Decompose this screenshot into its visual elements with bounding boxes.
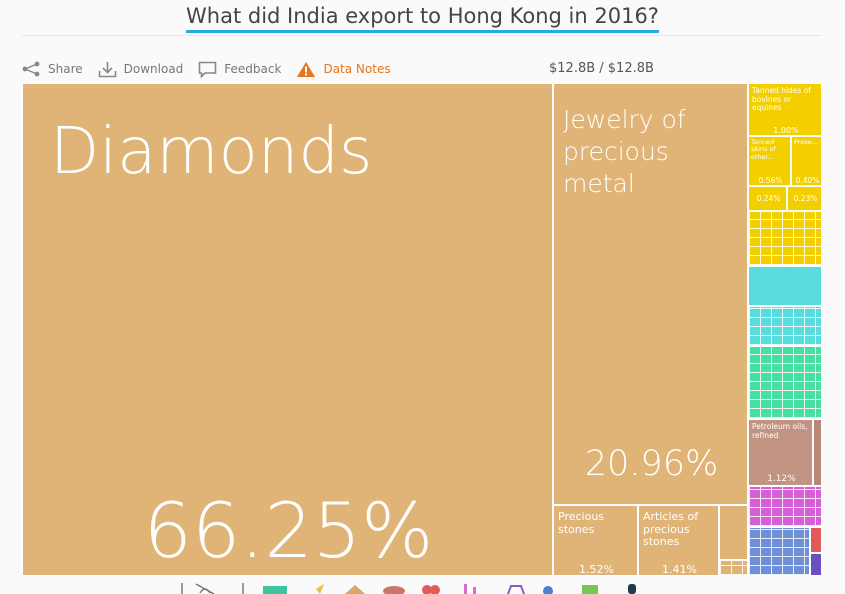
tanned-skins-pct: 0.56% — [758, 176, 783, 185]
treemap-cell-diamonds[interactable]: Diamonds 66.25% — [22, 83, 553, 576]
precious-stones-label: Precious stones — [558, 510, 605, 536]
category-bar — [0, 580, 845, 594]
treemap-cell-precious-small-mosaic[interactable] — [719, 560, 748, 576]
tanned-skins-label: Tanned skins of other... — [751, 138, 776, 161]
heart-icon[interactable] — [420, 583, 442, 594]
animal-icon[interactable] — [382, 583, 406, 594]
feedback-label: Feedback — [224, 62, 282, 76]
treemap-cell-textiles-large[interactable] — [748, 266, 822, 306]
page-title: What did India export to Hong Kong in 20… — [0, 4, 845, 33]
precious-stones-pct: 1.52% — [579, 563, 614, 576]
chair-icon[interactable] — [461, 583, 481, 594]
feedback-icon — [198, 61, 217, 78]
treemap-cell-tanned-skins[interactable]: Tanned skins of other... 0.56% — [748, 136, 791, 186]
warning-icon — [297, 61, 316, 77]
treemap-cell-other-purple[interactable] — [810, 553, 822, 576]
articles-precious-stones-pct: 1.41% — [662, 563, 697, 576]
toolbar: Share Download Feedback Data Notes — [22, 58, 406, 80]
articles-precious-stones-label: Articles of precious stones — [643, 510, 699, 549]
gear-icon[interactable] — [540, 583, 556, 594]
share-icon — [22, 61, 40, 77]
treemap-cell-mineral-small[interactable] — [813, 419, 822, 486]
feedback-button[interactable]: Feedback — [198, 61, 281, 78]
treemap-cell-prese[interactable]: Prese... 0.40% — [791, 136, 822, 186]
treemap-cell-tanned-hides[interactable]: Tanned hides of bovines or equines 1.00% — [748, 83, 822, 136]
tanned-hides-label: Tanned hides of bovines or equines — [752, 86, 811, 113]
hides-small-b-pct: 0.23% — [793, 194, 818, 203]
prese-pct: 0.40% — [795, 176, 820, 185]
treemap-cell-hides-small-b[interactable]: 0.23% — [787, 186, 822, 211]
jewelry-pct: 20.96% — [584, 444, 719, 484]
jewelry-label: Jewelry of precious metal — [563, 105, 686, 198]
treemap-cell-chemicals-mosaic[interactable] — [748, 486, 822, 527]
trade-total: $12.8B / $12.8B — [549, 61, 654, 76]
data-notes-label: Data Notes — [323, 62, 391, 76]
download-label: Download — [123, 62, 184, 76]
no-filter-icon[interactable] — [194, 583, 216, 594]
treemap-cell-articles-precious-stones[interactable]: Articles of precious stones 1.41% — [638, 505, 719, 576]
treemap-cell-hides-mosaic[interactable] — [748, 211, 822, 266]
download-button[interactable]: Download — [98, 61, 184, 78]
treemap-cell-machines-mosaic[interactable] — [748, 346, 822, 419]
treemap-cell-other-red[interactable] — [810, 527, 822, 553]
treemap-cell-jewelry[interactable]: Jewelry of precious metal 20.96% — [553, 83, 748, 505]
prese-label: Prese... — [794, 138, 818, 146]
treemap-cell-precious-small-1[interactable] — [719, 505, 748, 560]
bag-icon[interactable] — [505, 583, 527, 594]
divider-left — [181, 583, 183, 594]
treemap-cell-petroleum[interactable]: Petroleum oils, refined 1.12% — [748, 419, 813, 486]
page-title-text: What did India export to Hong Kong in 20… — [186, 4, 659, 33]
car-icon[interactable] — [262, 583, 288, 594]
treemap-cell-textiles-mosaic[interactable] — [748, 306, 822, 346]
diamonds-label: Diamonds — [50, 115, 373, 189]
title-divider — [22, 35, 822, 36]
download-icon — [98, 61, 116, 77]
treemap-cell-hides-small-a[interactable]: 0.24% — [748, 186, 787, 211]
divider-right — [242, 583, 244, 594]
treemap: Diamonds 66.25% Jewelry of precious meta… — [22, 83, 822, 576]
hides-small-a-pct: 0.24% — [756, 194, 781, 203]
share-button[interactable]: Share — [22, 61, 83, 77]
treemap-cell-precious-stones[interactable]: Precious stones 1.52% — [553, 505, 638, 576]
chip-icon[interactable] — [580, 583, 600, 594]
question-icon[interactable] — [625, 583, 639, 594]
petroleum-pct: 1.12% — [767, 474, 796, 484]
tanned-hides-pct: 1.00% — [773, 126, 799, 135]
diamonds-pct: 66.25% — [143, 486, 434, 575]
data-notes-button[interactable]: Data Notes — [296, 61, 391, 78]
plant-icon[interactable] — [313, 583, 327, 594]
petroleum-label: Petroleum oils, refined — [752, 422, 808, 440]
treemap-cell-other-mosaic[interactable] — [748, 527, 810, 576]
box-icon[interactable] — [344, 583, 366, 594]
share-label: Share — [48, 62, 83, 76]
